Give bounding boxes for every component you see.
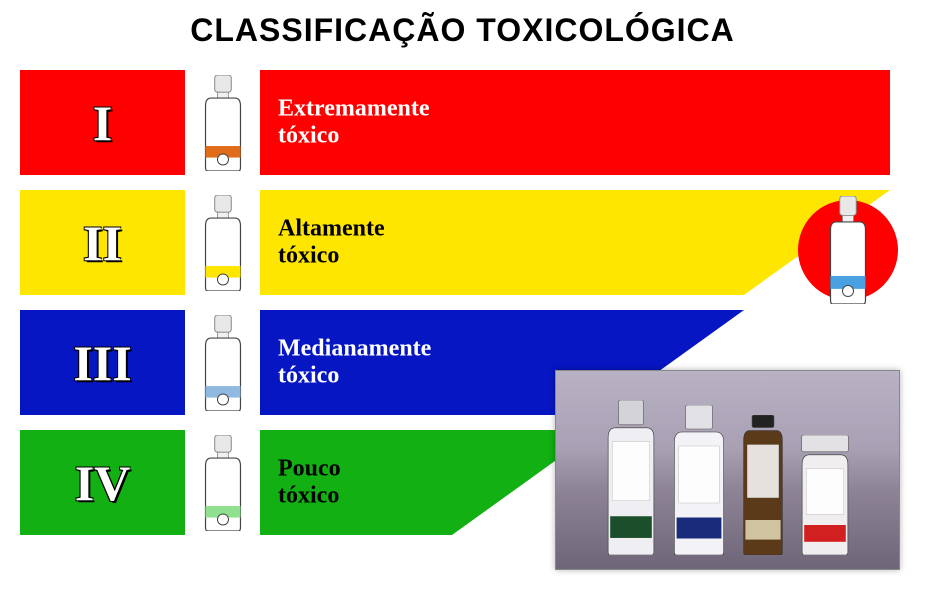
class-label-line2: tóxico [278,243,385,271]
bottle-icon [195,430,250,535]
class-box-2: II [20,190,185,295]
photo-bottle-1 [605,400,657,555]
roman-numeral: I [93,94,112,152]
product-photo [555,370,900,570]
photo-bottle-2 [671,405,727,555]
photo-bottle-3 [741,415,785,555]
aux-bottle-graphic [788,190,908,310]
class-label-line2: tóxico [278,483,341,511]
class-label-line1: Medianamente [278,335,431,363]
roman-numeral: IV [75,454,131,512]
class-label: Extremamentetóxico [278,95,430,150]
class-box-3: III [20,310,185,415]
photo-bottle-4 [799,435,851,555]
class-label-line1: Extremamente [278,95,430,123]
bottle-icon [195,190,250,295]
class-label-line1: Pouco [278,455,341,483]
class-label: Poucotóxico [278,455,341,510]
aux-bottle-icon [825,196,871,309]
page-title: CLASSIFICAÇÃO TOXICOLÓGICA [0,12,925,49]
roman-numeral: II [83,214,122,272]
class-box-1: I [20,70,185,175]
class-label-line1: Altamente [278,215,385,243]
class-label-line2: tóxico [278,123,430,151]
class-label-line2: tóxico [278,363,431,391]
class-label: Altamentetóxico [278,215,385,270]
class-box-4: IV [20,430,185,535]
class-label: Medianamentetóxico [278,335,431,390]
bottle-icon [195,310,250,415]
roman-numeral: III [73,334,131,392]
bottle-icon [195,70,250,175]
